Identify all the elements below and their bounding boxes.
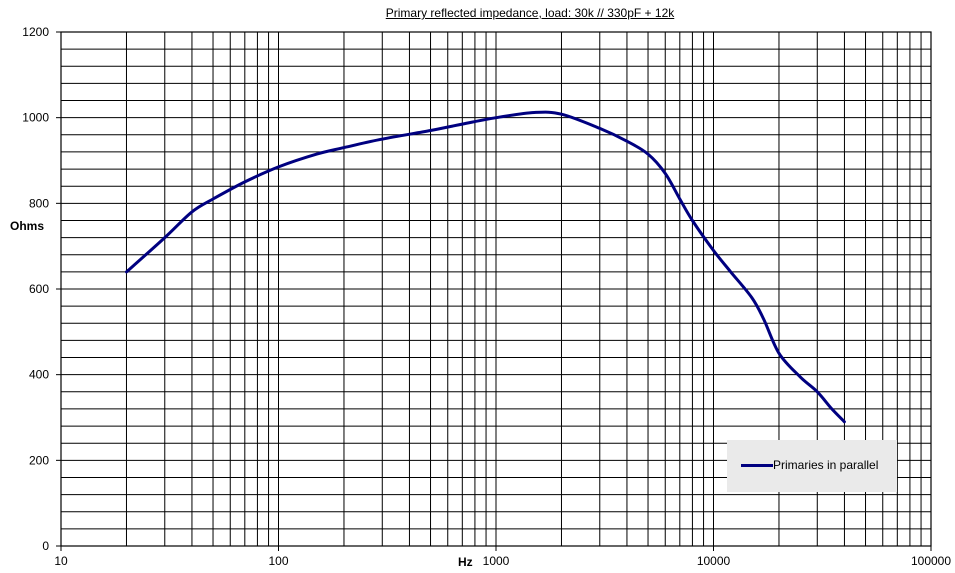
x-tick-label: 100 — [268, 554, 288, 568]
legend-swatch — [741, 464, 773, 467]
y-tick-label: 800 — [29, 196, 49, 210]
y-tick-label: 200 — [29, 453, 49, 467]
y-tick-label: 1200 — [22, 25, 49, 39]
y-tick-label: 1000 — [22, 111, 49, 125]
x-tick-label: 100000 — [911, 554, 951, 568]
x-tick-label: 1000 — [483, 554, 510, 568]
legend: Primaries in parallel — [727, 440, 897, 492]
chart-title: Primary reflected impedance, load: 30k /… — [385, 6, 675, 20]
y-tick-label: 600 — [29, 282, 49, 296]
x-axis-label: Hz — [458, 555, 473, 569]
y-tick-label: 400 — [29, 368, 49, 382]
series-line — [125, 110, 846, 424]
x-tick-label: 10000 — [697, 554, 731, 568]
y-tick-label: 0 — [42, 539, 49, 553]
x-tick-label: 10 — [54, 554, 68, 568]
legend-label: Primaries in parallel — [773, 458, 879, 472]
y-axis-label: Ohms — [10, 219, 45, 233]
